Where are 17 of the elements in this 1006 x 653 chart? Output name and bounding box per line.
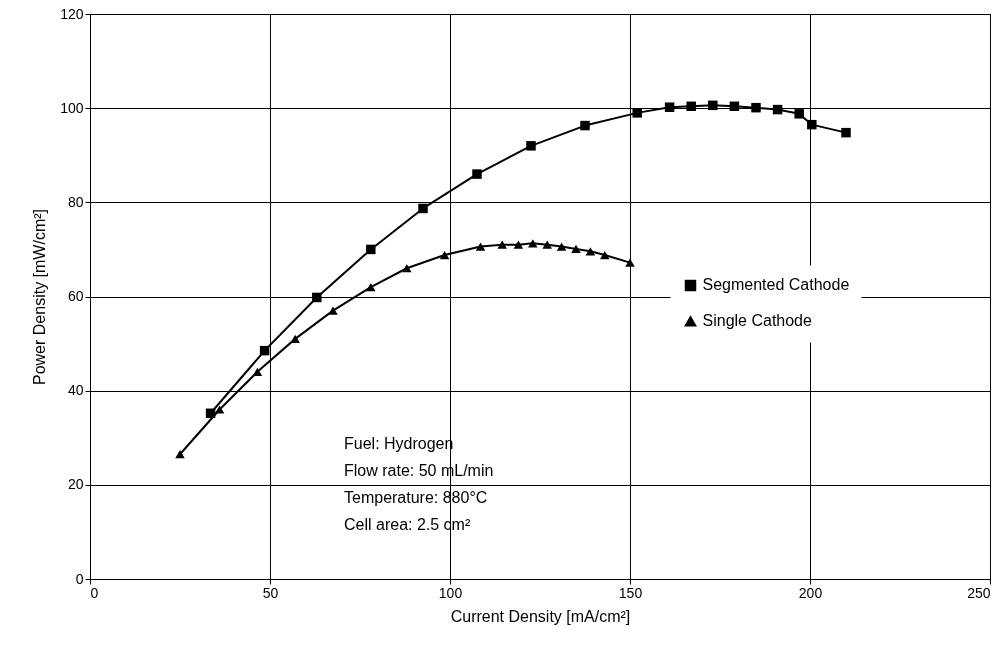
x-tick-label: 100 [438,584,463,601]
x-tick-label: 150 [618,584,643,601]
y-tick-label: 40 [67,382,84,399]
x-tick-label: 250 [967,584,991,601]
x-tick-label: 50 [262,584,279,601]
y-tick-label: 60 [67,288,84,304]
x-tick-label: 200 [798,584,823,601]
legend-label: Single Cathode [702,312,813,330]
legend-label: Segmented Cathode [702,276,850,294]
y-tick-label: 80 [67,193,84,210]
y-tick-label: 0 [75,570,84,587]
y-tick-label: 100 [60,99,84,116]
y-tick-label: 120 [60,5,84,22]
y-axis-title: Power Density [mW/cm²] [31,208,49,386]
x-axis-title: Current Density [mA/cm²] [450,607,631,625]
y-tick-label: 20 [67,476,84,493]
x-tick-label: 0 [90,584,99,601]
